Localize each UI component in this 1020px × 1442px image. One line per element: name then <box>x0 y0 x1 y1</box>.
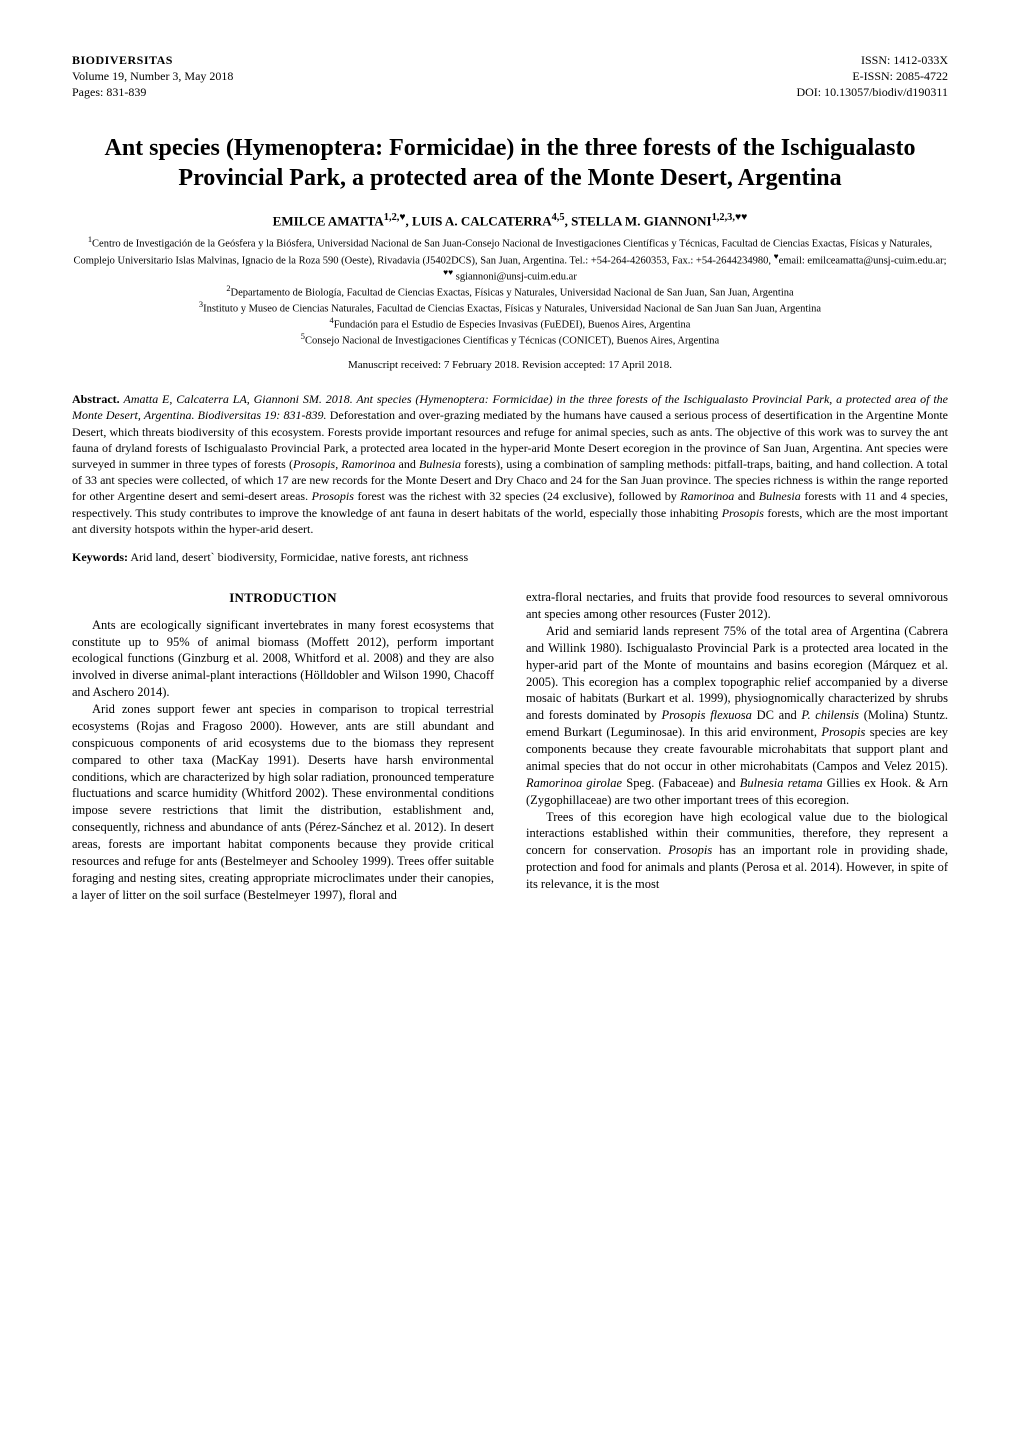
affiliation: 1Centro de Investigación de la Geósfera … <box>72 235 948 283</box>
abstract-label: Abstract. <box>72 392 120 406</box>
doi-line: DOI: 10.13057/biodiv/d190311 <box>796 84 948 100</box>
manuscript-dates: Manuscript received: 7 February 2018. Re… <box>72 358 948 373</box>
paragraph: Arid and semiarid lands represent 75% of… <box>526 623 948 809</box>
affiliation: 4Fundación para el Estudio de Especies I… <box>72 316 948 332</box>
keywords-line: Keywords: Arid land, desert` biodiversit… <box>72 549 948 565</box>
column-right: extra-floral nectaries, and fruits that … <box>526 589 948 903</box>
affiliations-block: 1Centro de Investigación de la Geósfera … <box>72 235 948 348</box>
section-heading-introduction: INTRODUCTION <box>72 589 494 607</box>
volume-line: Volume 19, Number 3, May 2018 <box>72 68 233 84</box>
article-title: Ant species (Hymenoptera: Formicidae) in… <box>72 133 948 193</box>
paragraph: Ants are ecologically significant invert… <box>72 617 494 701</box>
pages-line: Pages: 831-839 <box>72 84 233 100</box>
affiliation: 3Instituto y Museo de Ciencias Naturales… <box>72 300 948 316</box>
authors-line: EMILCE AMATTA1,2,♥, LUIS A. CALCATERRA4,… <box>72 211 948 230</box>
paragraph: Trees of this ecoregion have high ecolog… <box>526 809 948 893</box>
issn-line: ISSN: 1412-033X <box>796 52 948 68</box>
abstract-body: Deforestation and over-grazing mediated … <box>72 408 948 535</box>
journal-name: BIODIVERSITAS <box>72 52 233 68</box>
affiliation: 2Departamento de Biología, Facultad de C… <box>72 284 948 300</box>
header-left: BIODIVERSITAS Volume 19, Number 3, May 2… <box>72 52 233 101</box>
affiliation: 5Consejo Nacional de Investigaciones Cie… <box>72 332 948 348</box>
page: BIODIVERSITAS Volume 19, Number 3, May 2… <box>0 0 1020 964</box>
paragraph: extra-floral nectaries, and fruits that … <box>526 589 948 623</box>
abstract-block: Abstract. Amatta E, Calcaterra LA, Giann… <box>72 391 948 537</box>
running-header: BIODIVERSITAS Volume 19, Number 3, May 2… <box>72 52 948 101</box>
body-columns: INTRODUCTION Ants are ecologically signi… <box>72 589 948 903</box>
header-right: ISSN: 1412-033X E-ISSN: 2085-4722 DOI: 1… <box>796 52 948 101</box>
eissn-line: E-ISSN: 2085-4722 <box>796 68 948 84</box>
keywords-text: Arid land, desert` biodiversity, Formici… <box>128 550 468 564</box>
column-left: INTRODUCTION Ants are ecologically signi… <box>72 589 494 903</box>
keywords-label: Keywords: <box>72 550 128 564</box>
paragraph: Arid zones support fewer ant species in … <box>72 701 494 904</box>
